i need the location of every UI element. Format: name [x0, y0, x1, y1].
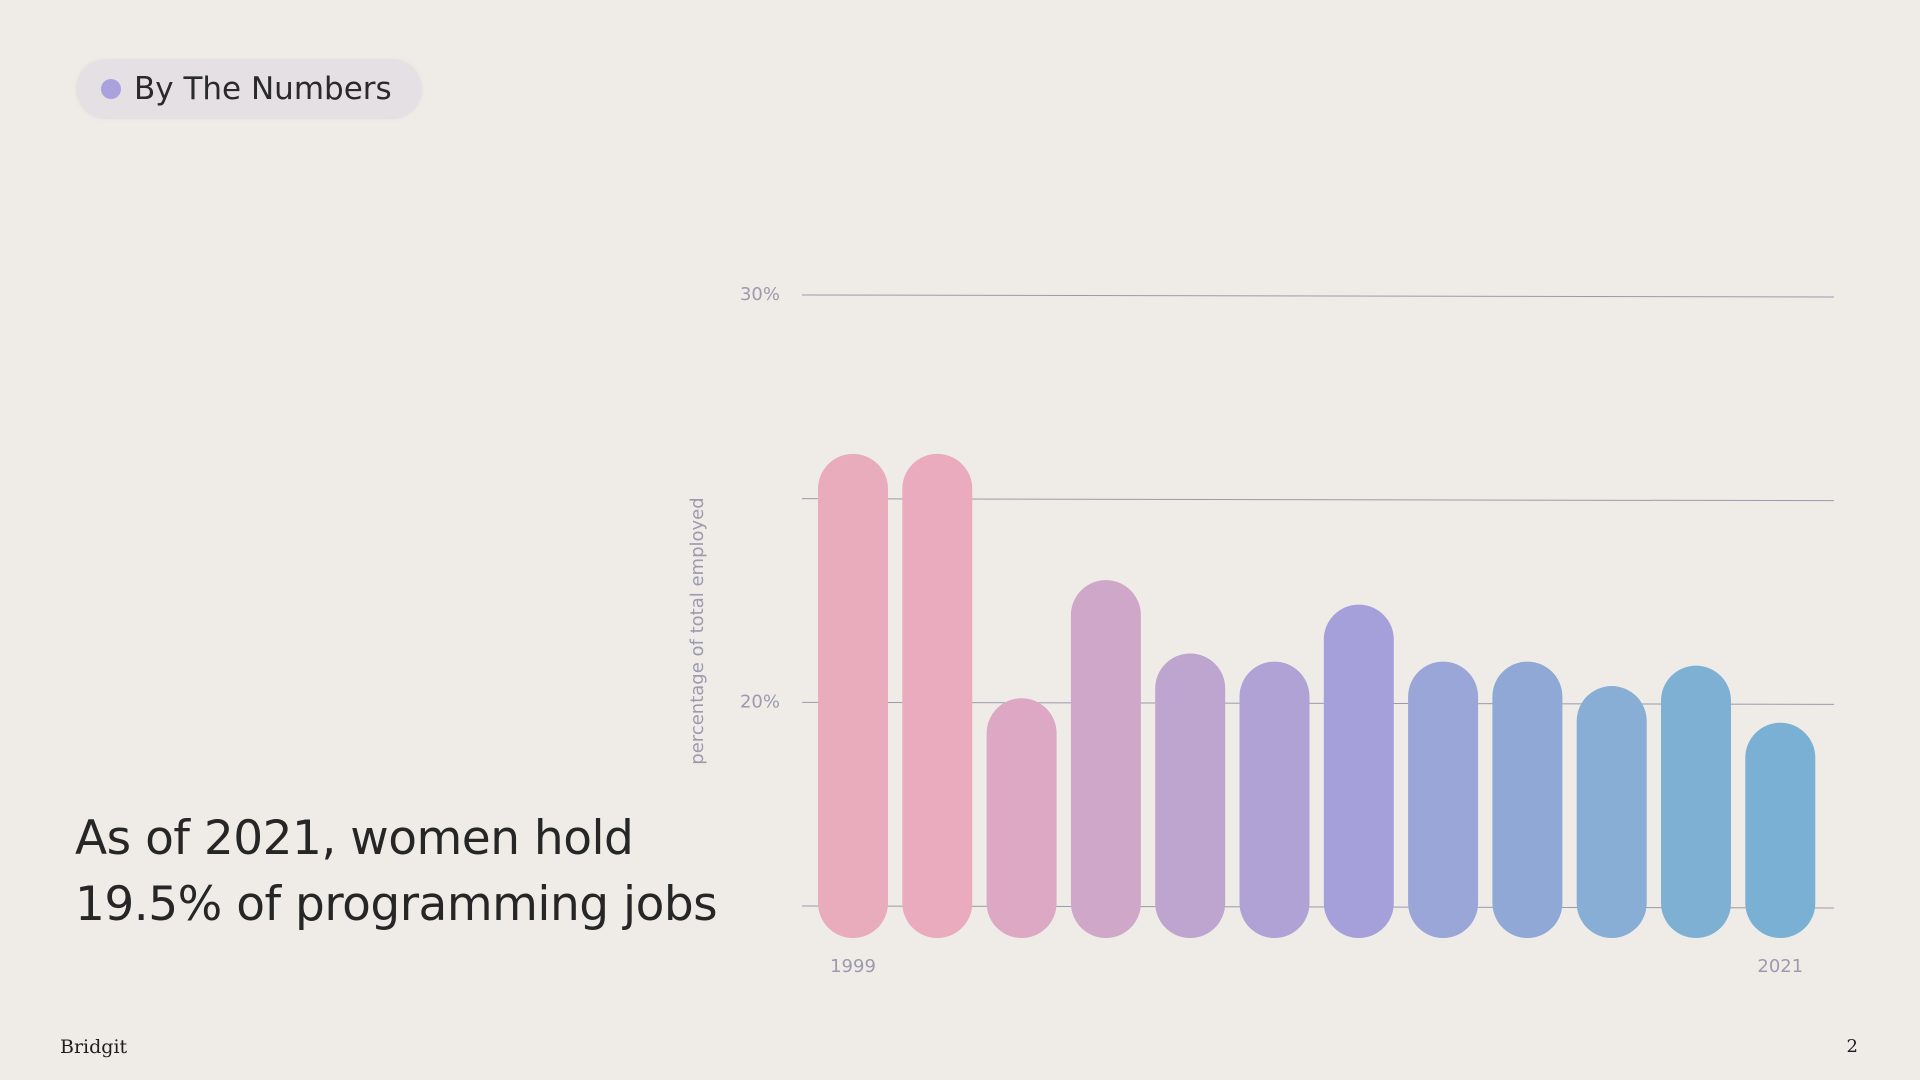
y-axis-title: percentage of total employed — [687, 497, 708, 764]
bar — [1070, 580, 1141, 938]
bar — [986, 698, 1057, 938]
bar — [902, 453, 973, 938]
y-tick-label: 30% — [740, 284, 780, 305]
bar — [1239, 661, 1310, 938]
grid-line — [801, 498, 1835, 502]
bar — [1492, 661, 1563, 938]
badge-dot — [101, 79, 121, 99]
bar — [1745, 722, 1816, 938]
grid-line — [801, 294, 1835, 298]
badge: By The Numbers — [76, 59, 422, 119]
x-tick-label: 1999 — [830, 956, 876, 977]
headline-line: 19.5% of programming jobs — [75, 877, 718, 932]
bar — [1576, 686, 1647, 938]
page-number: 2 — [1846, 1036, 1858, 1057]
bar — [1323, 604, 1394, 938]
headline: As of 2021, women hold 19.5% of programm… — [75, 806, 718, 938]
badge-text: By The Numbers — [134, 71, 392, 107]
bar — [1661, 665, 1731, 938]
bar — [1408, 661, 1479, 938]
x-tick-label: 2021 — [1757, 956, 1803, 977]
y-tick-label: 20% — [740, 691, 780, 712]
bar — [1155, 653, 1226, 938]
headline-line: As of 2021, women hold — [75, 811, 634, 866]
bar — [818, 453, 888, 938]
brand: Bridgit — [60, 1036, 128, 1058]
